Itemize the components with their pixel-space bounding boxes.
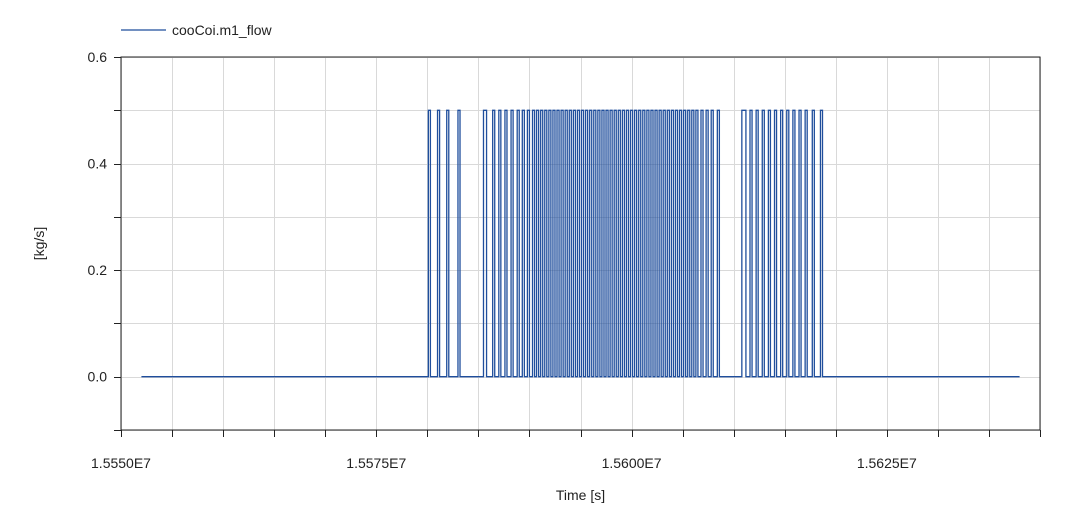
- plot-area-frame: [120, 56, 1041, 431]
- y-tick-label: 0.6: [88, 49, 108, 65]
- x-tick-label: 1.5575E7: [346, 455, 406, 471]
- series-layer: [141, 109, 1020, 378]
- legend: cooCoi.m1_flow: [121, 22, 272, 38]
- grid-layer: [121, 57, 1041, 431]
- tick-layer: [114, 57, 1041, 437]
- series-line-0: [141, 109, 1020, 378]
- label-layer: 1.5550E7 1.5575E7 1.5600E7 1.5625E7 0.0 0.2 0.…: [88, 49, 917, 471]
- x-tick-label: 1.5600E7: [602, 455, 662, 471]
- y-axis-title: [kg/s]: [31, 227, 47, 260]
- legend-label: cooCoi.m1_flow: [172, 22, 272, 38]
- y-tick-label: 0.4: [88, 156, 108, 172]
- x-axis-title: Time [s]: [556, 487, 605, 503]
- y-tick-label: 0.2: [88, 262, 108, 278]
- y-tick-label: 0.0: [88, 369, 108, 385]
- x-tick-label: 1.5625E7: [857, 455, 917, 471]
- x-tick-label: 1.5550E7: [91, 455, 151, 471]
